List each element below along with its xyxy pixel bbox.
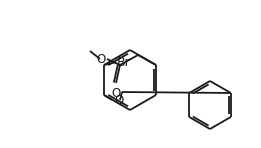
Text: O: O	[111, 87, 121, 100]
Text: Br: Br	[117, 56, 131, 69]
Text: O: O	[97, 53, 106, 66]
Text: O: O	[114, 94, 123, 107]
